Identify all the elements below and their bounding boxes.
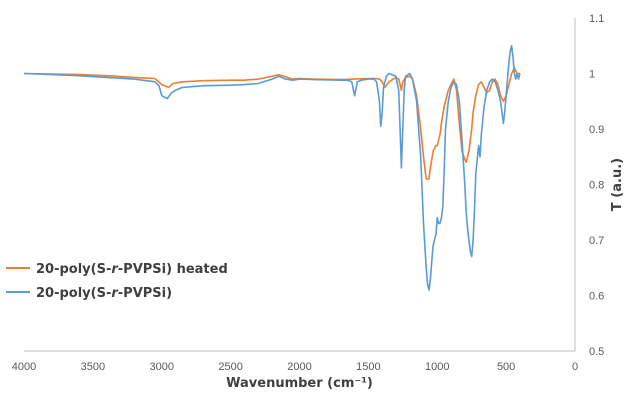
y-axis-ticks: 0.5 0.6 0.7 0.8 0.9 1 1.1 (589, 13, 604, 358)
legend-label-1: 20-poly(S-r-PVPSi) (36, 286, 172, 301)
x-tick-label: 3500 (81, 361, 105, 373)
legend-label-part: -PVPSi) (118, 286, 172, 301)
x-tick-label: 500 (497, 361, 515, 373)
y-tick-label: 0.8 (589, 180, 604, 192)
legend-label-0: 20-poly(S-r-PVPSi) heated (36, 262, 228, 277)
y-tick-label: 0.9 (589, 124, 604, 136)
legend-label-italic: r (111, 262, 119, 277)
y-tick-label: 0.5 (589, 346, 604, 358)
series-line-0 (23, 67, 520, 180)
legend: 20-poly(S-r-PVPSi) heated20-poly(S-r-PVP… (6, 262, 228, 301)
y-axis-title: T (a.u.) (610, 158, 625, 211)
x-tick-label: 4000 (12, 361, 36, 373)
x-axis-ticks: 4000 3500 3000 2500 2000 1500 1000 500 0 (12, 361, 578, 373)
y-tick-label: 0.6 (589, 291, 604, 303)
legend-label-part: 20-poly(S- (36, 262, 111, 277)
plot-series-group (23, 45, 521, 291)
x-tick-label: 1500 (356, 361, 380, 373)
x-axis-title: Wavenumber (cm⁻¹) (226, 376, 373, 391)
x-tick-label: 1000 (425, 361, 449, 373)
legend-label-part: -PVPSi) heated (118, 262, 228, 277)
x-tick-label: 0 (572, 361, 578, 373)
x-tick-label: 2500 (218, 361, 242, 373)
y-tick-label: 1 (589, 69, 595, 81)
x-tick-label: 2000 (287, 361, 311, 373)
legend-label-italic: r (111, 286, 119, 301)
series-line-1 (23, 45, 521, 291)
y-tick-label: 0.7 (589, 235, 604, 247)
legend-label-part: 20-poly(S- (36, 286, 111, 301)
y-tick-label: 1.1 (589, 13, 604, 25)
x-tick-label: 3000 (150, 361, 174, 373)
